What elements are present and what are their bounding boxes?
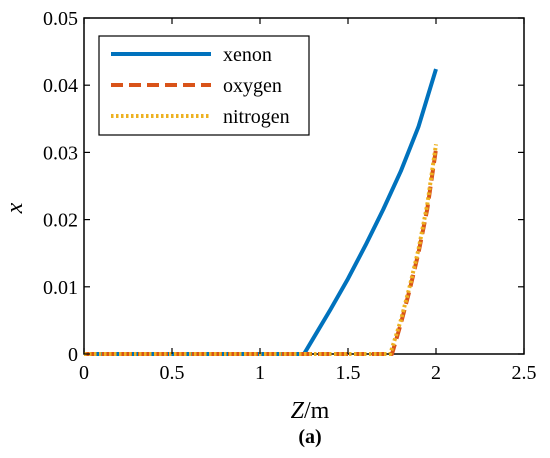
y-tick-label: 0.02 [43,210,78,232]
series-line-oxygen [84,148,438,356]
y-tick-label: 0.01 [43,277,78,299]
y-tick-label: 0.05 [43,8,78,30]
x-tick-label: 1.5 [336,362,361,384]
series-line-nitrogen [84,144,438,356]
legend-label-nitrogen: nitrogen [223,106,290,128]
figure-caption: (a) [298,426,321,448]
x-axis-label: Z/m [291,398,330,424]
x-tick-label: 0.5 [160,362,185,384]
y-tick-label: 0.04 [43,75,78,97]
plot-area: 0 0.5 1 1.5 2 2.5 0 0.01 0.02 0.03 0.04 0.05 [43,8,537,384]
y-tick-label: 0.03 [43,142,78,164]
y-tick-label: 0 [68,344,78,366]
legend-label-xenon: xenon [223,44,272,66]
y-axis-label: x [2,202,28,214]
series-layer [84,68,438,356]
legend: xenon oxygen nitrogen [98,35,310,136]
ticks-layer: 0 0.5 1 1.5 2 2.5 0 0.01 0.02 0.03 0.04 0.05 [43,8,537,384]
legend-label-oxygen: oxygen [223,75,282,97]
x-tick-label: 2.5 [512,362,537,384]
x-axis-label-unit: /m [304,398,330,424]
x-tick-label: 0 [79,362,89,384]
x-axis-label-variable: Z [291,398,305,424]
x-tick-label: 1 [255,362,265,384]
x-tick-label: 2 [431,362,441,384]
y-axis-label-group: x [2,202,28,214]
